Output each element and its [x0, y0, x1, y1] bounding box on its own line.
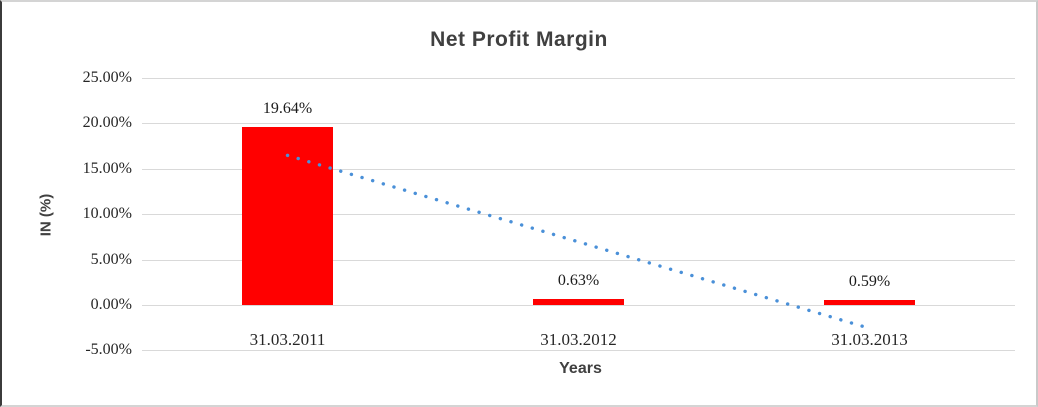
y-tick-label: 15.00%	[82, 159, 132, 177]
y-tick-label: 0.00%	[90, 296, 132, 313]
y-tick-label: -5.00%	[85, 341, 132, 359]
bar-value-label: 0.59%	[848, 272, 891, 290]
bar	[824, 299, 915, 305]
y-tick-label: 25.00%	[82, 69, 132, 86]
bar-value-label: 0.63%	[557, 272, 600, 290]
y-tick-label: 5.00%	[90, 250, 132, 268]
bar-value-label: 19.64%	[262, 99, 313, 117]
x-category-label: 31.03.2012	[540, 330, 617, 349]
x-axis-title: Years	[559, 360, 602, 377]
bar	[533, 299, 624, 305]
bar	[242, 126, 333, 305]
x-category-label: 31.03.2011	[249, 330, 326, 349]
gridline	[142, 78, 1015, 79]
x-category-label: 31.03.2013	[831, 330, 908, 349]
gridline	[142, 305, 1015, 306]
chart-title: Net Profit Margin	[430, 28, 608, 51]
gridline	[142, 123, 1015, 125]
gridline	[142, 350, 1015, 352]
y-tick-label: 10.00%	[82, 205, 132, 223]
y-tick-label: 20.00%	[82, 114, 132, 132]
